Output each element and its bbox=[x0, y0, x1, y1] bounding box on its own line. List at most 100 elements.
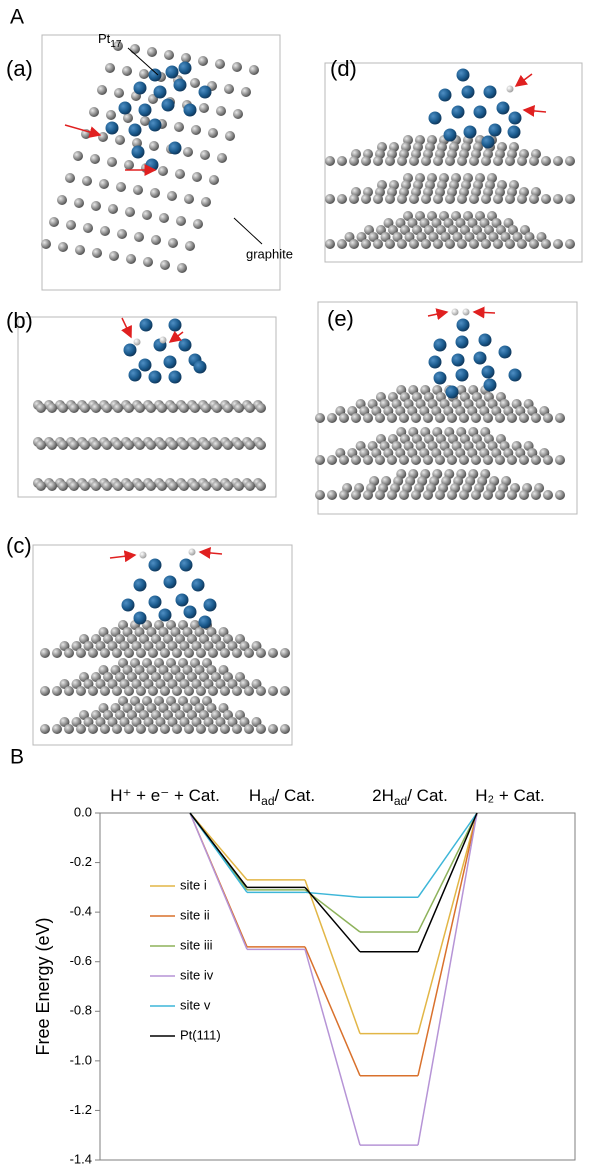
c-atom bbox=[387, 455, 397, 465]
c-atom bbox=[543, 413, 553, 423]
c-atom bbox=[256, 724, 266, 734]
category-label-text: / Cat. bbox=[407, 786, 448, 805]
c-atom bbox=[73, 151, 83, 161]
panel-label: B bbox=[10, 746, 24, 769]
c-atom bbox=[139, 69, 149, 79]
c-atom bbox=[124, 403, 134, 413]
c-atom bbox=[114, 88, 124, 98]
c-atom bbox=[244, 648, 254, 658]
c-atom bbox=[108, 204, 118, 214]
arrow bbox=[427, 308, 449, 321]
c-atom bbox=[421, 194, 431, 204]
y-tick-label: -1.2 bbox=[70, 1102, 92, 1117]
c-atom bbox=[553, 239, 563, 249]
transition bbox=[189, 812, 248, 881]
c-atom bbox=[124, 648, 134, 658]
c-atom bbox=[315, 413, 325, 423]
c-atom bbox=[183, 147, 193, 157]
pt-atom bbox=[483, 378, 497, 392]
c-atom bbox=[447, 490, 457, 500]
c-atom bbox=[200, 150, 210, 160]
pt-atom bbox=[138, 103, 152, 117]
c-atom bbox=[76, 724, 86, 734]
c-atom bbox=[158, 166, 168, 176]
c-atom bbox=[361, 194, 371, 204]
transition bbox=[304, 891, 361, 899]
c-atom bbox=[351, 455, 361, 465]
c-atom bbox=[172, 648, 182, 658]
c-atom bbox=[157, 403, 167, 413]
pt-atom bbox=[191, 578, 205, 592]
category-label-text: / Cat. bbox=[275, 786, 316, 805]
pt-atom bbox=[183, 103, 197, 117]
c-atom bbox=[217, 153, 227, 163]
c-atom bbox=[135, 403, 145, 413]
c-atom bbox=[399, 455, 409, 465]
c-atom bbox=[196, 724, 206, 734]
c-atom bbox=[193, 219, 203, 229]
c-atom bbox=[565, 239, 575, 249]
pt-atom bbox=[198, 85, 212, 99]
h-atom bbox=[506, 85, 514, 93]
c-atom bbox=[160, 260, 170, 270]
c-atom bbox=[146, 403, 156, 413]
c-atom bbox=[553, 194, 563, 204]
c-atom bbox=[124, 481, 134, 491]
c-atom bbox=[220, 686, 230, 696]
c-atom bbox=[117, 229, 127, 239]
pt-atom bbox=[128, 368, 142, 382]
c-atom bbox=[256, 403, 266, 413]
c-atom bbox=[397, 239, 407, 249]
c-atom bbox=[58, 242, 68, 252]
c-atom bbox=[107, 157, 117, 167]
pt-atom bbox=[133, 81, 147, 95]
c-atom bbox=[375, 455, 385, 465]
arrow bbox=[168, 330, 184, 343]
c-atom bbox=[245, 440, 255, 450]
c-atom bbox=[160, 686, 170, 696]
c-atom bbox=[112, 724, 122, 734]
pt-atom bbox=[488, 123, 502, 137]
structure-label: (c) bbox=[6, 533, 32, 558]
h-atom bbox=[188, 548, 196, 556]
c-atom bbox=[82, 176, 92, 186]
legend-label: site i bbox=[180, 877, 207, 892]
c-atom bbox=[409, 239, 419, 249]
c-atom bbox=[541, 194, 551, 204]
c-atom bbox=[132, 138, 142, 148]
c-atom bbox=[99, 179, 109, 189]
c-atom bbox=[124, 686, 134, 696]
c-atom bbox=[223, 440, 233, 450]
c-atom bbox=[208, 648, 218, 658]
c-atom bbox=[113, 403, 123, 413]
c-atom bbox=[423, 413, 433, 423]
c-atom bbox=[315, 490, 325, 500]
c-atom bbox=[337, 156, 347, 166]
c-atom bbox=[433, 239, 443, 249]
legend-label: site iv bbox=[180, 967, 214, 982]
arrow bbox=[121, 317, 132, 339]
pt-atom bbox=[118, 101, 132, 115]
c-atom bbox=[148, 648, 158, 658]
c-atom bbox=[102, 440, 112, 450]
pt-atom bbox=[443, 128, 457, 142]
c-atom bbox=[423, 455, 433, 465]
c-atom bbox=[83, 223, 93, 233]
c-atom bbox=[223, 403, 233, 413]
c-atom bbox=[172, 686, 182, 696]
c-atom bbox=[529, 239, 539, 249]
pt-atom bbox=[433, 371, 447, 385]
c-atom bbox=[433, 156, 443, 166]
c-atom bbox=[91, 481, 101, 491]
c-atom bbox=[106, 110, 116, 120]
energy-diagram: 0.0 -0.2 -0.4 -0.6 -0.8 -1.0 -1.2 -1.4 Free Ener… bbox=[33, 786, 576, 1166]
c-atom bbox=[215, 59, 225, 69]
transition bbox=[189, 812, 248, 888]
c-atom bbox=[245, 403, 255, 413]
y-axis-title: Free Energy (eV) bbox=[33, 917, 53, 1055]
pt-atom bbox=[163, 575, 177, 589]
c-atom bbox=[423, 490, 433, 500]
c-atom bbox=[531, 455, 541, 465]
pt-atom bbox=[473, 351, 487, 365]
y-tick-label: -1.4 bbox=[70, 1151, 92, 1166]
